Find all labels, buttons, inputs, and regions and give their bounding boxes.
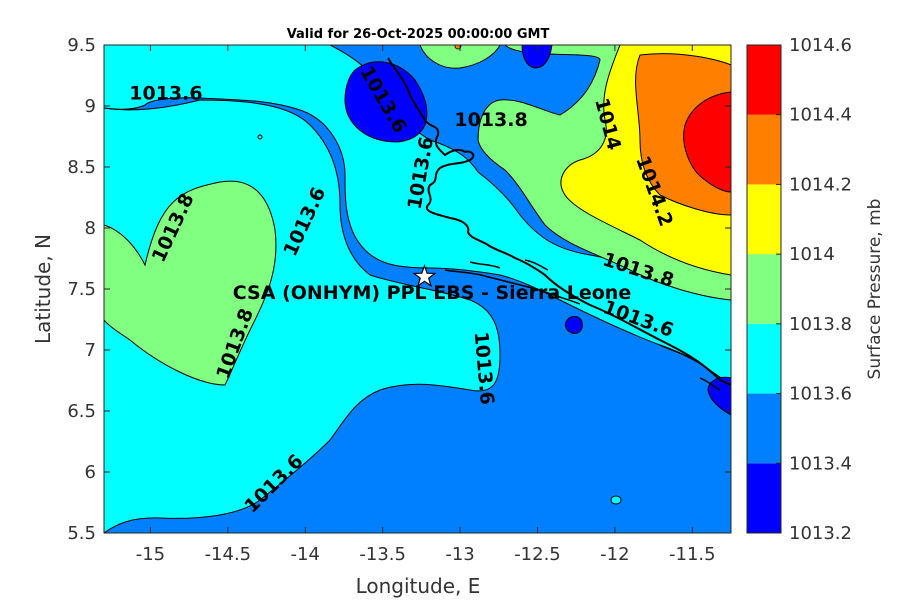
band-1013-2-top <box>521 45 553 69</box>
small-contour-dot <box>257 134 263 140</box>
band-1013-2-islet <box>564 315 583 334</box>
colorbar-band <box>747 463 781 533</box>
band-1013-6-west <box>104 45 731 386</box>
site-star-shape <box>412 264 437 288</box>
band-1013-8-top <box>419 45 501 69</box>
y-tick-label: 7.5 <box>67 279 96 300</box>
coastline-islands <box>444 259 721 391</box>
band-1013-8-west <box>104 180 277 386</box>
colorbar-tick-label: 1013.8 <box>789 314 852 335</box>
colorbar-tick-label: 1014 <box>789 244 835 265</box>
x-tick-label: -13.5 <box>359 544 406 565</box>
y-tick-label: 8.5 <box>67 157 96 178</box>
colorbar-band <box>747 45 781 115</box>
x-tick-label: -15 <box>136 544 165 565</box>
colorbar-band <box>747 323 781 394</box>
y-tick-label: 7 <box>85 340 96 361</box>
x-tick-label: -11.5 <box>669 544 716 565</box>
band-1014-4 <box>683 91 731 193</box>
colorbar-tick-label: 1014.6 <box>789 35 852 56</box>
colorbar: 1013.2 1013.4 1013.6 1013.8 1014 1014.2 1014.4… <box>746 35 852 544</box>
contour-label: 1013.6 <box>129 82 202 104</box>
map-title: Valid for 26-Oct-2025 00:00:00 GMT <box>287 27 550 42</box>
coastline <box>387 57 731 386</box>
y-tick-label: 9 <box>85 96 96 117</box>
colorbar-band <box>747 254 781 324</box>
colorbar-band <box>747 184 781 255</box>
contour-label: 1013.8 <box>454 109 527 131</box>
x-tick-label: -14.5 <box>205 544 252 565</box>
contour-fill-area <box>104 45 731 533</box>
site-label: CSA (ONHYM) PPL EBS - Sierra Leone <box>233 282 631 304</box>
colorbar-title: Surface Pressure, mb <box>865 199 885 380</box>
colorbar-tick-label: 1013.2 <box>789 523 852 544</box>
y-tick-label: 6.5 <box>67 401 96 422</box>
y-tick-label: 5.5 <box>67 523 96 544</box>
colorbar-tick-label: 1013.6 <box>789 384 852 405</box>
x-tick-label: -14 <box>291 544 320 565</box>
colorbar-tick-label: 1014.2 <box>789 174 852 195</box>
colorbar-frame <box>746 44 782 534</box>
colorbar-band <box>747 114 781 185</box>
colorbar-tick-label: 1014.4 <box>789 105 852 126</box>
band-1013-2-north <box>344 61 428 143</box>
x-axis-label: Longitude, E <box>356 574 481 598</box>
band-1013-6-islet <box>610 495 622 505</box>
x-tick-label: -12.5 <box>514 544 561 565</box>
y-tick-label: 9.5 <box>67 35 96 56</box>
y-axis-ticks: 5.5 6 6.5 7 7.5 8 8.5 9 9.5 <box>67 35 731 544</box>
colorbar-band <box>747 393 781 464</box>
y-tick-label: 8 <box>85 218 96 239</box>
x-axis-ticks: -15 -14.5 -14 -13.5 -13 -12.5 -12 -11.5 <box>136 45 716 565</box>
band-1014-2-dot <box>454 45 462 50</box>
x-tick-label: -12 <box>600 544 629 565</box>
site-star-icon <box>412 264 437 288</box>
y-axis-label: Latitude, N <box>31 234 55 344</box>
y-tick-label: 6 <box>85 462 96 483</box>
colorbar-tick-label: 1013.4 <box>789 453 852 474</box>
x-tick-label: -13 <box>445 544 474 565</box>
